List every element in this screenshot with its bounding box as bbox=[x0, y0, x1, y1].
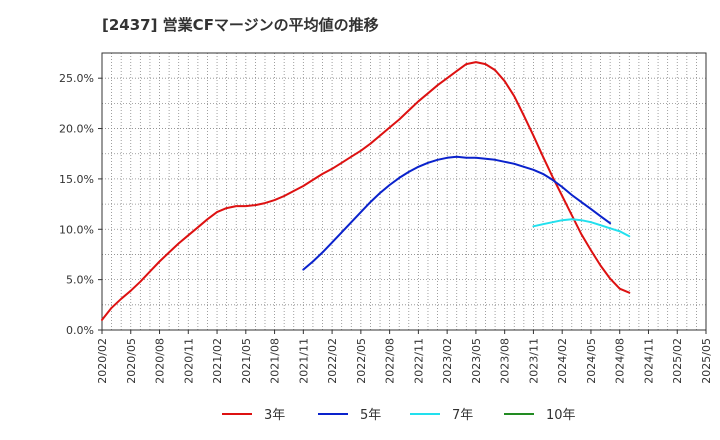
y-tick-label: 5.0% bbox=[66, 274, 94, 287]
x-tick-label: 2022/08 bbox=[384, 338, 397, 384]
y-tick-label: 15.0% bbox=[59, 173, 94, 186]
x-tick-label: 2024/05 bbox=[585, 338, 598, 384]
x-tick-label: 2024/11 bbox=[642, 338, 655, 384]
x-tick-label: 2025/05 bbox=[700, 338, 713, 384]
x-tick-label: 2021/05 bbox=[240, 338, 253, 384]
y-tick-label: 25.0% bbox=[59, 72, 94, 85]
x-tick-label: 2020/05 bbox=[125, 338, 138, 384]
x-tick-label: 2020/11 bbox=[182, 338, 195, 384]
legend-label-7y: 7年 bbox=[452, 408, 473, 423]
x-tick-label: 2021/08 bbox=[269, 338, 282, 384]
x-tick-label: 2024/02 bbox=[556, 338, 569, 384]
series-line-7y bbox=[532, 218, 631, 238]
x-tick-label: 2020/02 bbox=[96, 338, 109, 384]
x-tick-label: 2025/02 bbox=[671, 338, 684, 384]
x-tick-label: 2021/11 bbox=[297, 338, 310, 384]
x-tick-label: 2023/02 bbox=[441, 338, 454, 384]
chart-title: [2437] 営業CFマージンの平均値の推移 bbox=[102, 16, 379, 34]
x-tick-label: 2022/02 bbox=[326, 338, 339, 384]
legend-label-3y: 3年 bbox=[264, 408, 285, 423]
x-tick-label: 2020/08 bbox=[154, 338, 167, 384]
plot-frame bbox=[101, 52, 707, 331]
legend-label-10y: 10年 bbox=[546, 408, 576, 423]
y-tick-label: 0.0% bbox=[66, 324, 94, 337]
x-tick-label: 2023/11 bbox=[527, 338, 540, 384]
x-tick-label: 2023/08 bbox=[499, 338, 512, 384]
plot-area bbox=[102, 53, 706, 330]
series-line-5y bbox=[302, 155, 612, 271]
x-tick-label: 2021/02 bbox=[211, 338, 224, 384]
x-tick-label: 2023/05 bbox=[470, 338, 483, 384]
y-tick-label: 10.0% bbox=[59, 223, 94, 236]
y-tick-label: 20.0% bbox=[59, 123, 94, 136]
x-tick-label: 2024/08 bbox=[614, 338, 627, 384]
series-line-3y bbox=[101, 61, 631, 321]
x-tick-label: 2022/11 bbox=[412, 338, 425, 384]
legend-label-5y: 5年 bbox=[360, 408, 381, 423]
x-tick-label: 2022/05 bbox=[355, 338, 368, 384]
